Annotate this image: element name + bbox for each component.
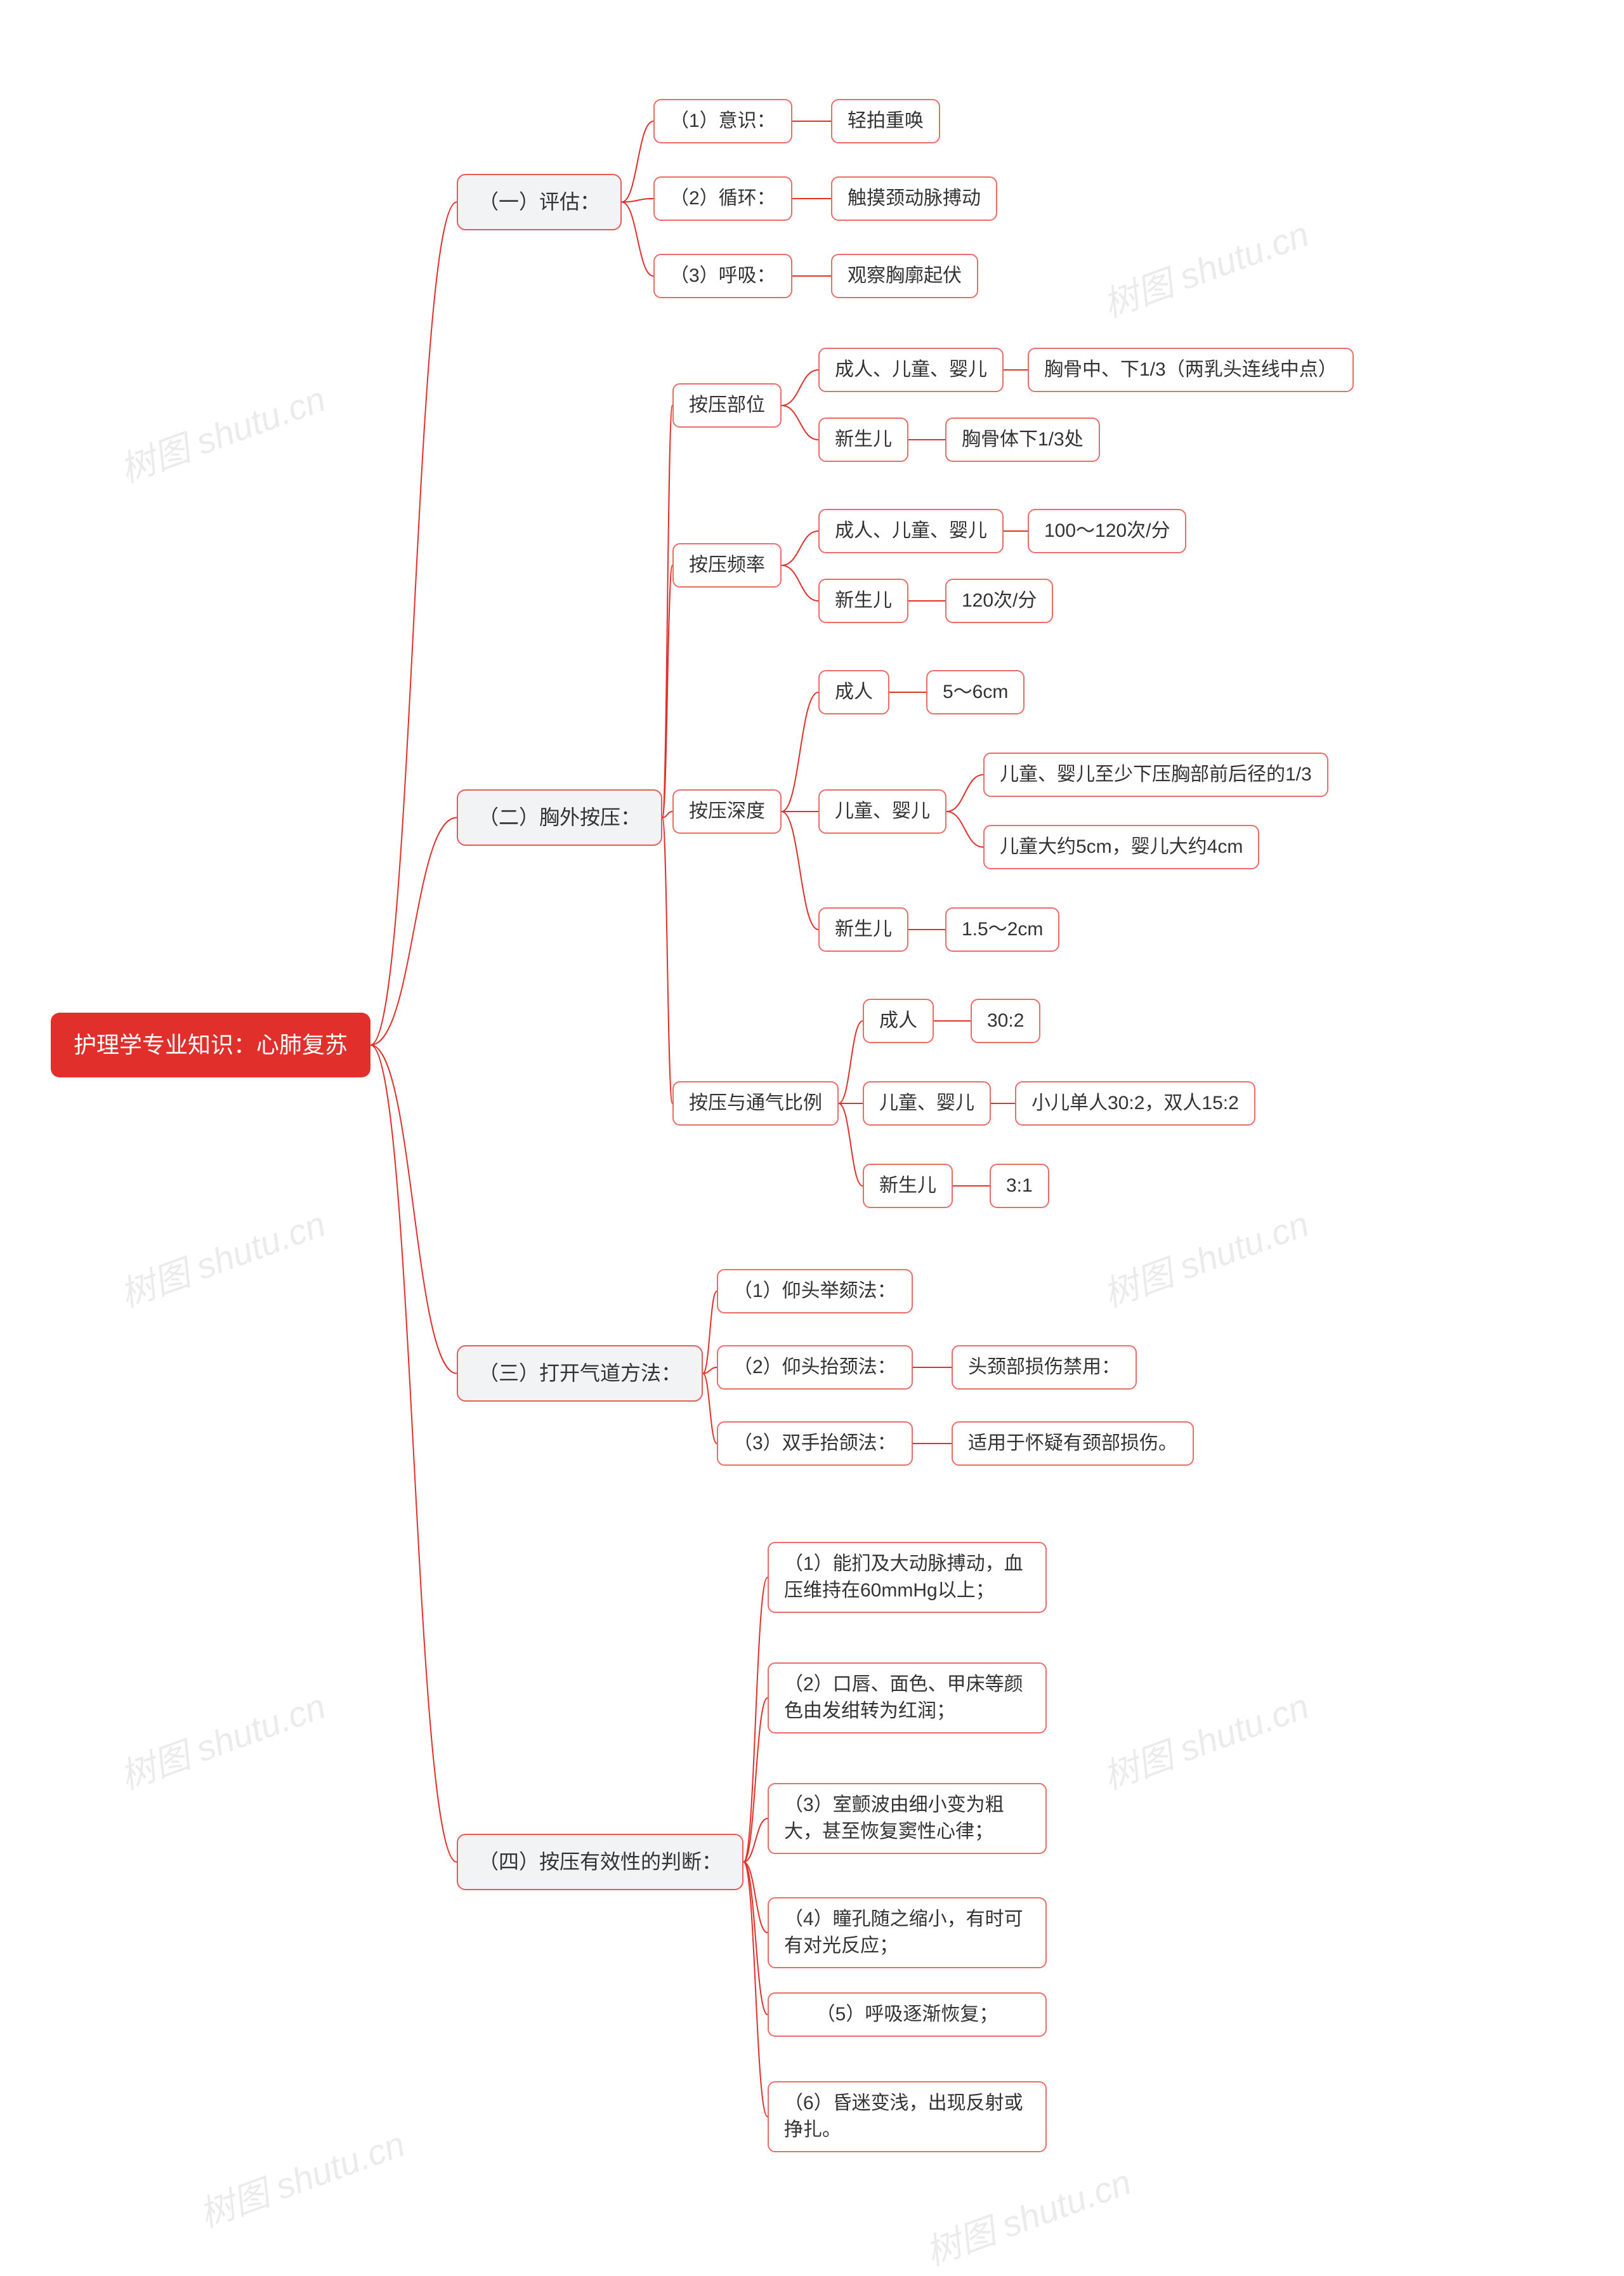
mindmap-node-s2d3: 新生儿: [863, 1164, 953, 1208]
link-s2b-s2b1: [782, 531, 818, 565]
link-s4-s4_2: [743, 1698, 768, 1862]
mindmap-node-s2a1v: 胸骨中、下1/3（两乳头连线中点）: [1028, 348, 1354, 392]
link-s4-s4_4: [743, 1862, 768, 1933]
mindmap-node-s1_1v: 轻拍重唤: [831, 99, 940, 143]
link-s2d-s2d1: [839, 1021, 863, 1103]
mindmap-node-s2d2: 儿童、婴儿: [863, 1081, 991, 1126]
mindmap-node-s2d3v: 3:1: [990, 1164, 1049, 1208]
mindmap-node-s1_2: （2）循环：: [653, 176, 792, 221]
mindmap-node-s2c3: 新生儿: [818, 907, 908, 952]
link-s1-s1_2: [622, 199, 653, 202]
link-root-s2: [370, 818, 457, 1046]
mindmap-node-s2a1: 成人、儿童、婴儿: [818, 348, 1004, 392]
mindmap-node-s2d2v: 小儿单人30:2，双人15:2: [1015, 1081, 1255, 1126]
watermark: 树图 shutu.cn: [1095, 1678, 1315, 1799]
mindmap-node-s3_3v: 适用于怀疑有颈部损伤。: [952, 1421, 1194, 1466]
mindmap-node-s2: （二）胸外按压：: [457, 789, 662, 846]
link-s2c2-s2c2b: [946, 812, 983, 847]
mindmap-node-s2b: 按压频率: [672, 543, 782, 588]
link-s2-s2a: [662, 405, 672, 818]
link-root-s4: [370, 1045, 457, 1862]
mindmap-node-s4_3: （3）室颤波由细小变为粗大，甚至恢复窦性心律；: [768, 1783, 1047, 1854]
link-s4-s4_1: [743, 1577, 768, 1862]
watermark: 树图 shutu.cn: [112, 371, 332, 492]
link-s2-s2b: [662, 565, 672, 818]
mindmap-node-s2c: 按压深度: [672, 789, 782, 834]
mindmap-node-s3_1: （1）仰头举颏法：: [717, 1269, 913, 1313]
link-s2-s2d: [662, 818, 672, 1104]
mindmap-node-s4: （四）按压有效性的判断：: [457, 1834, 743, 1890]
mindmap-node-s4_4: （4）瞳孔随之缩小，有时可有对光反应；: [768, 1897, 1047, 1968]
mindmap-node-s2b1v: 100～120次/分: [1028, 509, 1186, 553]
link-s2a-s2a2: [782, 405, 818, 440]
link-s3-s3_1: [703, 1291, 717, 1374]
mindmap-node-s2a2: 新生儿: [818, 418, 908, 462]
link-s2a-s2a1: [782, 370, 818, 405]
watermark: 树图 shutu.cn: [112, 1195, 332, 1317]
mindmap-node-s4_2: （2）口唇、面色、甲床等颜色由发绀转为红润；: [768, 1662, 1047, 1733]
mindmap-node-s1: （一）评估：: [457, 174, 622, 230]
mindmap-node-root: 护理学专业知识：心肺复苏: [51, 1013, 370, 1077]
mindmap-node-s2a: 按压部位: [672, 383, 782, 428]
mindmap-node-s4_5: （5）呼吸逐渐恢复；: [768, 1992, 1047, 2037]
mindmap-node-s2b2v: 120次/分: [945, 579, 1053, 623]
mindmap-node-s2a2v: 胸骨体下1/3处: [945, 418, 1100, 462]
mindmap-canvas: 护理学专业知识：心肺复苏 （一）评估： （1）意识： 轻拍重唤 （2）循环： 触摸颈动脉搏…: [0, 0, 1624, 2262]
link-s2b-s2b2: [782, 565, 818, 601]
mindmap-node-s1_3v: 观察胸廓起伏: [831, 254, 978, 298]
link-s4-s4_6: [743, 1862, 768, 2117]
mindmap-node-s2c2b: 儿童大约5cm，婴儿大约4cm: [983, 825, 1259, 869]
mindmap-node-s2d1: 成人: [863, 999, 934, 1043]
mindmap-node-s2b1: 成人、儿童、婴儿: [818, 509, 1004, 553]
link-root-s3: [370, 1045, 457, 1374]
mindmap-node-s4_6: （6）昏迷变浅，出现反射或挣扎。: [768, 2081, 1047, 2152]
link-s2c2-s2c2a: [946, 775, 983, 812]
watermark: 树图 shutu.cn: [191, 2115, 411, 2237]
watermark: 树图 shutu.cn: [112, 1678, 332, 1799]
link-s2c-s2c1: [782, 692, 818, 812]
link-s1-s1_3: [622, 202, 653, 277]
link-root-s1: [370, 202, 457, 1046]
mindmap-node-s1_3: （3）呼吸：: [653, 254, 792, 298]
link-s3-s3_2: [703, 1367, 717, 1374]
mindmap-node-s2c3v: 1.5～2cm: [945, 907, 1059, 952]
mindmap-node-s2d1v: 30:2: [971, 999, 1040, 1043]
link-s3-s3_3: [703, 1374, 717, 1444]
link-s2d-s2d3: [839, 1103, 863, 1186]
mindmap-node-s3_2: （2）仰头抬颈法：: [717, 1345, 913, 1390]
mindmap-node-s4_1: （1）能扪及大动脉搏动，血压维持在60mmHg以上；: [768, 1542, 1047, 1613]
mindmap-node-s1_1: （1）意识：: [653, 99, 792, 143]
link-s2-s2c: [662, 812, 672, 818]
mindmap-node-s2c1: 成人: [818, 670, 889, 714]
link-s4-s4_5: [743, 1862, 768, 2015]
mindmap-node-s2c1v: 5～6cm: [926, 670, 1025, 714]
mindmap-node-s3: （三）打开气道方法：: [457, 1345, 703, 1402]
watermark: 树图 shutu.cn: [917, 2154, 1137, 2275]
link-s1-s1_1: [622, 121, 653, 202]
watermark: 树图 shutu.cn: [1095, 1195, 1315, 1317]
link-s2c-s2c3: [782, 812, 818, 930]
link-s4-s4_3: [743, 1819, 768, 1862]
watermark: 树图 shutu.cn: [1095, 206, 1315, 327]
mindmap-node-s2d: 按压与通气比例: [672, 1081, 839, 1126]
mindmap-node-s3_2v: 头颈部损伤禁用：: [952, 1345, 1137, 1390]
mindmap-node-s2b2: 新生儿: [818, 579, 908, 623]
mindmap-node-s2c2: 儿童、婴儿: [818, 789, 946, 834]
mindmap-node-s2c2a: 儿童、婴儿至少下压胸部前后径的1/3: [983, 753, 1328, 797]
mindmap-node-s1_2v: 触摸颈动脉搏动: [831, 176, 997, 221]
mindmap-node-s3_3: （3）双手抬颌法：: [717, 1421, 913, 1466]
